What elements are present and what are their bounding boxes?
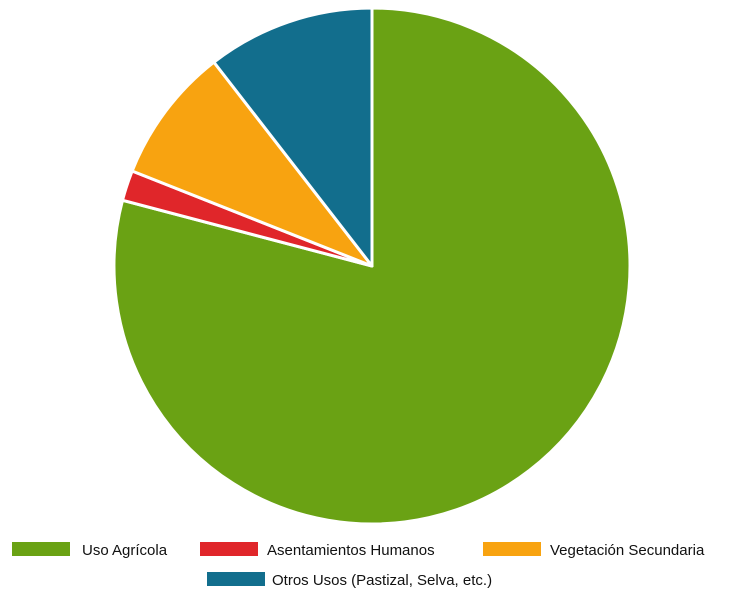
pie-slice-uso-agricola [112,6,632,526]
legend-swatch-uso-agricola [12,542,70,556]
pie-slices [112,6,632,526]
legend-label-asentamientos-humanos: Asentamientos Humanos [267,542,435,559]
chart-legend: Uso Agrícola Asentamientos Humanos Veget… [12,542,705,589]
legend-swatch-vegetacion-secundaria [483,542,541,556]
pie-slice-vegetacion-secundaria [130,60,374,268]
legend-label-uso-agricola: Uso Agrícola [82,542,168,559]
legend-swatch-otros-usos [207,572,265,586]
legend-label-vegetacion-secundaria: Vegetación Secundaria [550,542,705,559]
legend-label-otros-usos: Otros Usos (Pastizal, Selva, etc.) [272,572,492,589]
legend-swatch-asentamientos-humanos [200,542,258,556]
pie-slice-otros-usos-pastizal-selva-etc [212,6,374,268]
